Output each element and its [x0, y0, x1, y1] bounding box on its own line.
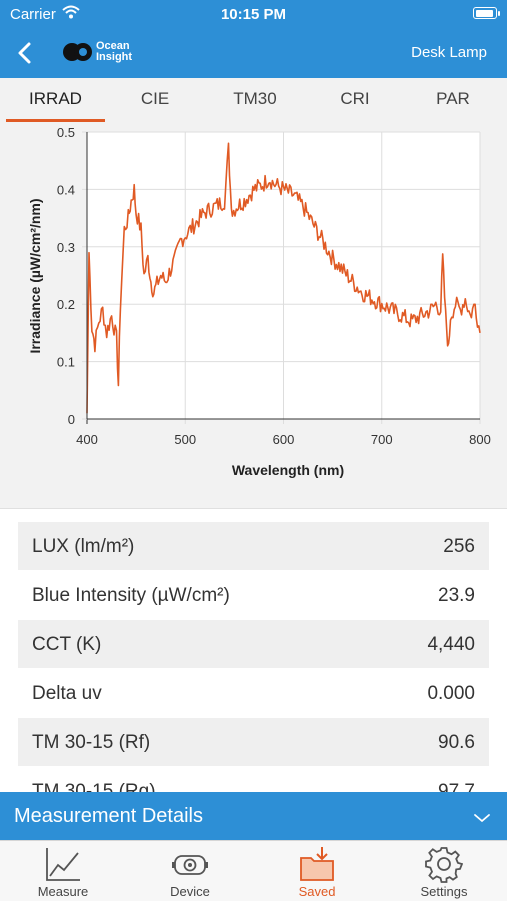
metric-label: TM 30-15 (Rf)	[32, 732, 151, 753]
bottom-tab-bar: Measure Device Saved Settings	[0, 840, 507, 901]
tab-tm30[interactable]: TM30	[233, 89, 277, 108]
y-tick-label: 0.4	[57, 182, 75, 197]
metric-value: 23.9	[438, 585, 475, 606]
metric-row-delta-uv: Delta uv 0.000	[18, 669, 489, 717]
measurement-details-toggle[interactable]: Measurement Details	[0, 792, 507, 840]
x-axis-label: Wavelength (nm)	[232, 462, 344, 478]
x-tick-label: 500	[174, 432, 196, 447]
bottom-tab-label: Saved	[298, 884, 336, 899]
x-tick-label: 700	[371, 432, 393, 447]
tab-par[interactable]: PAR	[436, 89, 470, 108]
ocean-insight-logo: Ocean Insight	[62, 41, 132, 63]
metric-row-tm30-rf: TM 30-15 (Rf) 90.6	[18, 718, 489, 766]
y-tick-label: 0.1	[57, 355, 75, 370]
series-line	[86, 142, 481, 414]
wifi-icon	[62, 5, 80, 23]
back-chevron-icon[interactable]	[12, 38, 38, 68]
tab-cri[interactable]: CRI	[340, 89, 370, 108]
metric-label: CCT (K)	[32, 634, 102, 655]
y-tick-label: 0.3	[57, 240, 75, 255]
irradiance-chart-svg: 400 500 600 700 800 0 0.1 0.2 0.3 0.4 0.5 Waveleng…	[27, 125, 491, 478]
metric-label: LUX (lm/m²)	[32, 536, 135, 557]
metric-row-tm30-rg: TM 30-15 (Rg) 97.7	[18, 767, 489, 793]
metric-row-lux: LUX (lm/m²) 256	[18, 522, 489, 570]
x-tick-label: 400	[76, 432, 98, 447]
x-tick-label: 600	[273, 432, 295, 447]
metric-row-blue-intensity: Blue Intensity (µW/cm²) 23.9	[18, 571, 489, 619]
metrics-list: LUX (lm/m²) 256 Blue Intensity (µW/cm²) …	[0, 508, 507, 793]
logo-text-line1: Ocean	[96, 40, 130, 52]
metric-label: Blue Intensity (µW/cm²)	[32, 585, 230, 606]
bottom-tab-label: Device	[170, 884, 210, 899]
active-tab-indicator	[6, 119, 105, 122]
nav-bar: Ocean Insight Desk Lamp	[0, 30, 507, 78]
bottom-tab-device[interactable]: Device	[127, 841, 253, 901]
bottom-tab-label: Settings	[420, 884, 468, 899]
bottom-tab-measure[interactable]: Measure	[0, 841, 126, 901]
tab-irrad[interactable]: IRRAD	[29, 89, 82, 108]
bottom-tab-saved[interactable]: Saved	[254, 841, 380, 901]
metric-value: 4,440	[427, 634, 475, 655]
metric-value: 0.000	[427, 683, 475, 704]
logo-mark-icon	[62, 42, 94, 62]
y-tick-label: 0	[68, 412, 75, 427]
bottom-tab-label: Measure	[37, 884, 89, 899]
carrier-label: Carrier	[10, 6, 56, 23]
y-tick-label: 0.5	[57, 125, 75, 140]
logo-text-line2: Insight	[96, 51, 133, 63]
metric-value: 97.7	[438, 781, 475, 793]
status-bar: Carrier 10:15 PM	[0, 0, 507, 30]
x-tick-label: 800	[469, 432, 491, 447]
status-time: 10:15 PM	[220, 6, 287, 23]
device-icon	[172, 855, 208, 875]
tab-bar: IRRAD CIE TM30 CRI PAR	[0, 78, 507, 125]
metric-row-cct: CCT (K) 4,440	[18, 620, 489, 668]
battery-icon	[473, 7, 500, 19]
metric-label: TM 30-15 (Rg)	[32, 781, 156, 793]
y-axis-label: Irradiance (µW/cm²/nm)	[27, 198, 43, 353]
gear-icon	[425, 847, 463, 883]
irradiance-chart: 400 500 600 700 800 0 0.1 0.2 0.3 0.4 0.5 Waveleng…	[0, 124, 507, 508]
measurement-details-label: Measurement Details	[14, 805, 203, 827]
device-name: Desk Lamp	[411, 44, 487, 61]
metric-value: 256	[443, 536, 475, 557]
metric-label: Delta uv	[32, 683, 102, 704]
saved-folder-icon	[300, 847, 334, 881]
tab-cie[interactable]: CIE	[140, 89, 170, 108]
bottom-tab-settings[interactable]: Settings	[381, 841, 507, 901]
chevron-down-icon	[473, 807, 491, 830]
y-tick-label: 0.2	[57, 297, 75, 312]
measure-chart-icon	[46, 848, 80, 881]
metric-value: 90.6	[438, 732, 475, 753]
